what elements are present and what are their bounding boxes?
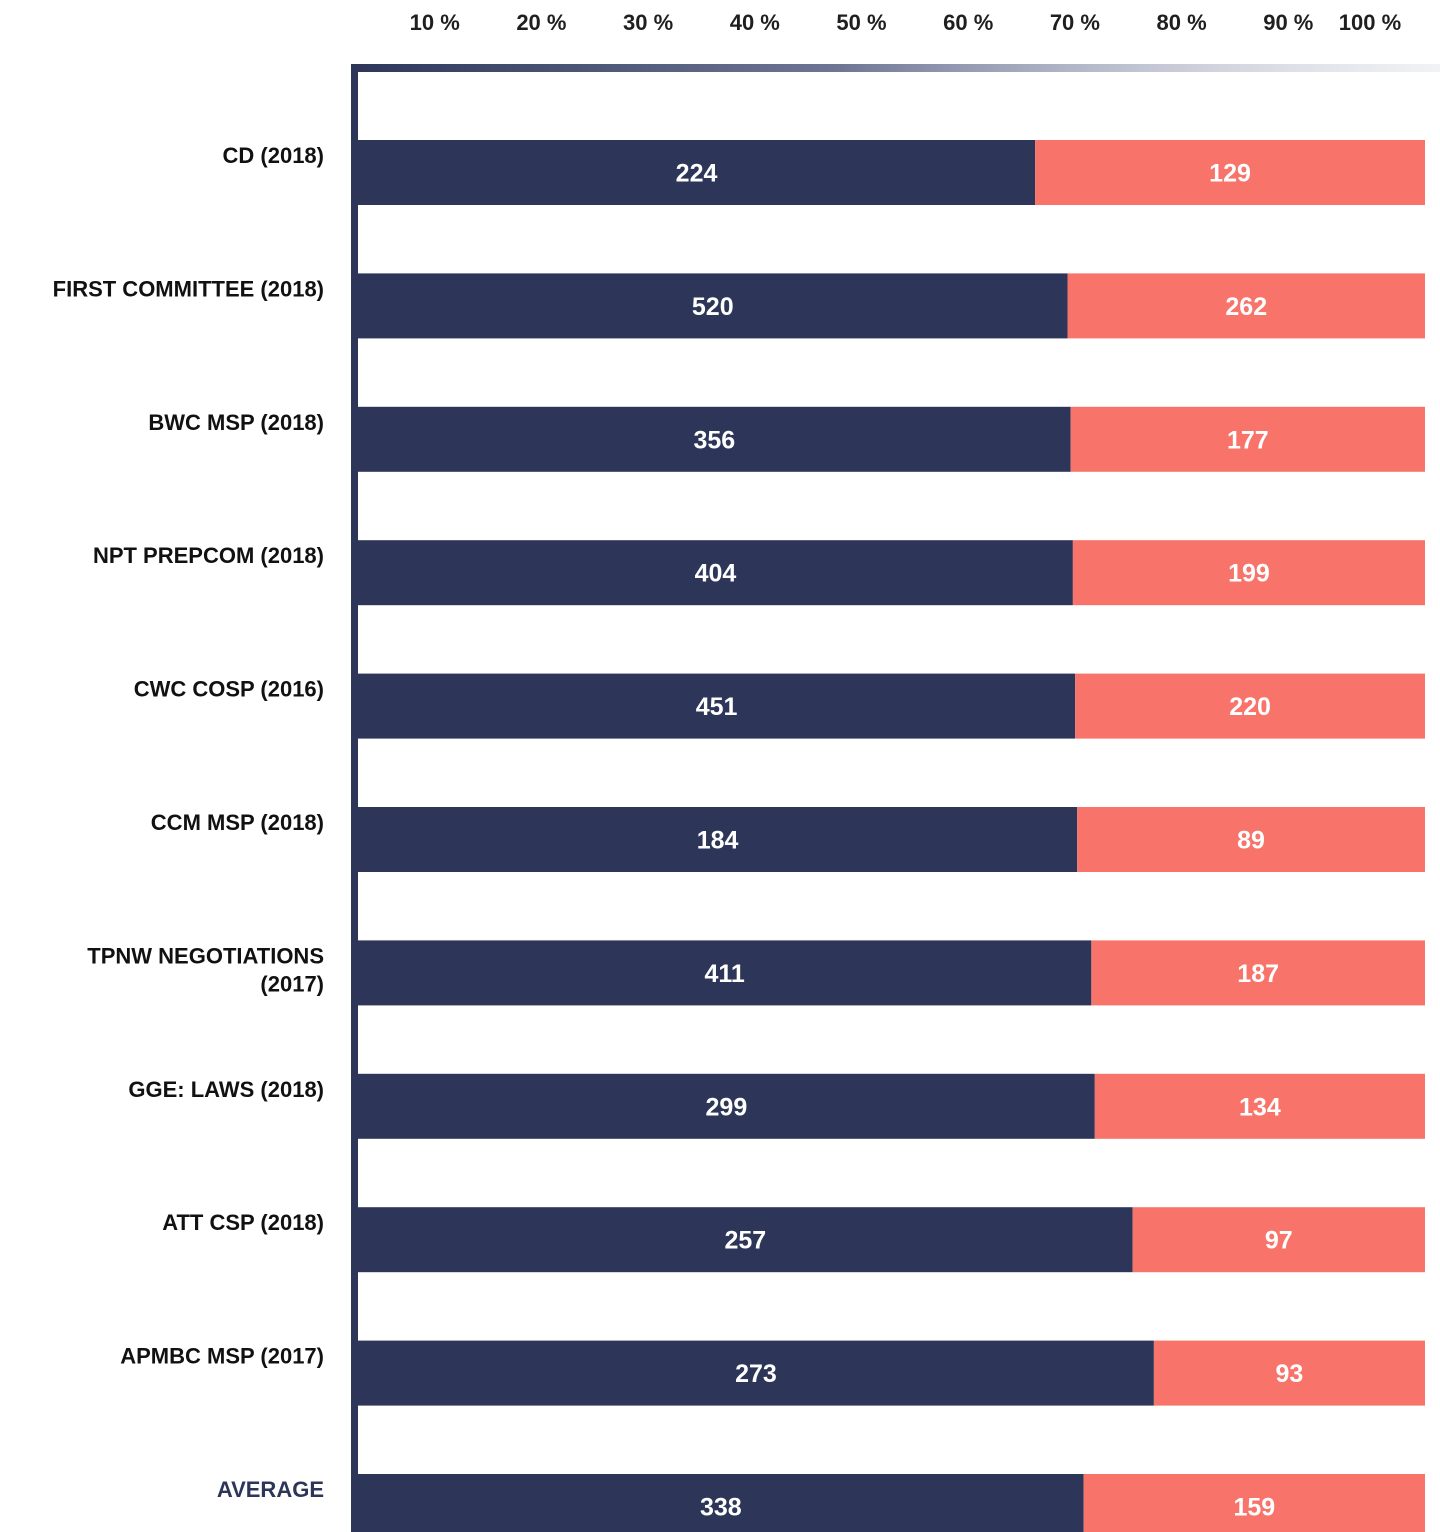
x-tick-label: 70 % bbox=[1050, 10, 1100, 35]
bar-value-label: 520 bbox=[692, 293, 734, 321]
bar-segment-dark bbox=[358, 406, 1071, 472]
bar-value-label: 356 bbox=[693, 426, 735, 454]
bar-value-label: 159 bbox=[1233, 1494, 1275, 1522]
bar-segment-dark bbox=[358, 1474, 1084, 1532]
bar-value-label: 184 bbox=[697, 827, 739, 855]
bar-segment-coral bbox=[1132, 1207, 1425, 1273]
bar-row bbox=[358, 1207, 1425, 1273]
bar-row bbox=[358, 406, 1425, 472]
category-label-line: BWC MSP (2018) bbox=[148, 410, 324, 435]
category-label: GGE: LAWS (2018) bbox=[128, 1077, 324, 1102]
bar-segment-dark bbox=[358, 940, 1092, 1006]
bar-segment-dark bbox=[358, 140, 1036, 205]
bar-segment-coral bbox=[1091, 940, 1425, 1006]
bar-segment-coral bbox=[1067, 273, 1425, 339]
bar-value-label: 134 bbox=[1239, 1093, 1281, 1121]
category-label: AVERAGE bbox=[217, 1477, 324, 1502]
category-label-line: (2017) bbox=[260, 971, 324, 996]
bar-row bbox=[358, 140, 1425, 205]
bar-row bbox=[358, 273, 1425, 339]
bar-value-label: 224 bbox=[676, 160, 718, 188]
bar-segment-dark bbox=[358, 540, 1073, 606]
category-label: ATT CSP (2018) bbox=[162, 1210, 324, 1235]
bar-row bbox=[358, 1073, 1425, 1139]
bar-value-label: 177 bbox=[1227, 426, 1269, 454]
category-label: TPNW NEGOTIATIONS (2017) bbox=[87, 943, 324, 996]
category-label-line: CD (2018) bbox=[223, 143, 324, 168]
x-tick-label: 60 % bbox=[943, 10, 993, 35]
bar-segment-dark bbox=[358, 1340, 1154, 1406]
bar-row bbox=[358, 1340, 1425, 1406]
bar-value-label: 451 bbox=[696, 693, 738, 721]
bar-value-label: 273 bbox=[735, 1360, 777, 1388]
bar-row bbox=[358, 540, 1425, 606]
x-tick-label: 40 % bbox=[730, 10, 780, 35]
category-label-line: GGE: LAWS (2018) bbox=[128, 1077, 324, 1102]
bar-segment-dark bbox=[358, 673, 1076, 739]
bar-value-label: 257 bbox=[724, 1227, 766, 1255]
bar-row bbox=[358, 673, 1425, 739]
bar-segment-coral bbox=[1094, 1073, 1425, 1139]
y-axis-line bbox=[351, 64, 358, 1532]
x-tick-label: 50 % bbox=[836, 10, 886, 35]
bar-segment-coral bbox=[1075, 673, 1425, 739]
x-tick-label: 90 % bbox=[1263, 10, 1313, 35]
bar-value-label: 220 bbox=[1229, 693, 1271, 721]
category-label-line: APMBC MSP (2017) bbox=[120, 1344, 324, 1369]
category-label-line: ATT CSP (2018) bbox=[162, 1210, 324, 1235]
bar-value-label: 411 bbox=[704, 960, 744, 988]
bar-value-label: 338 bbox=[700, 1494, 742, 1522]
category-label-line: TPNW NEGOTIATIONS bbox=[87, 943, 324, 968]
category-label: APMBC MSP (2017) bbox=[120, 1344, 324, 1369]
bar-segment-coral bbox=[1072, 540, 1425, 606]
bar-value-label: 187 bbox=[1237, 960, 1279, 988]
category-label-line: CCM MSP (2018) bbox=[151, 810, 324, 835]
category-label: CWC COSP (2016) bbox=[134, 677, 324, 702]
category-label-line: AVERAGE bbox=[217, 1477, 324, 1502]
bar-value-label: 89 bbox=[1237, 827, 1265, 855]
bar-segment-dark bbox=[358, 273, 1068, 339]
category-label-line: NPT PREPCOM (2018) bbox=[93, 543, 324, 568]
bar-row bbox=[358, 807, 1425, 872]
bar-value-label: 129 bbox=[1209, 160, 1251, 188]
category-label: CCM MSP (2018) bbox=[151, 810, 324, 835]
bar-value-label: 299 bbox=[706, 1093, 748, 1121]
x-axis-top-band bbox=[351, 64, 1440, 72]
bar-row bbox=[358, 940, 1425, 1006]
bar-segment-dark bbox=[358, 1073, 1095, 1139]
bar-row bbox=[358, 1474, 1425, 1532]
bar-value-label: 262 bbox=[1225, 293, 1267, 321]
bar-segment-coral bbox=[1083, 1474, 1425, 1532]
category-label-line: FIRST COMMITTEE (2018) bbox=[53, 276, 324, 301]
category-label-line: CWC COSP (2016) bbox=[134, 677, 324, 702]
bar-segment-coral bbox=[1077, 807, 1425, 872]
x-tick-label: 100 % bbox=[1339, 10, 1401, 35]
bar-value-label: 93 bbox=[1276, 1360, 1304, 1388]
x-tick-label: 20 % bbox=[516, 10, 566, 35]
category-label: BWC MSP (2018) bbox=[148, 410, 324, 435]
x-tick-label: 30 % bbox=[623, 10, 673, 35]
category-label: CD (2018) bbox=[223, 143, 324, 168]
bar-segment-coral bbox=[1070, 406, 1425, 472]
bar-value-label: 199 bbox=[1228, 560, 1270, 588]
bar-segment-dark bbox=[358, 807, 1078, 872]
category-label: NPT PREPCOM (2018) bbox=[93, 543, 324, 568]
x-tick-label: 10 % bbox=[410, 10, 460, 35]
bar-value-label: 404 bbox=[695, 560, 737, 588]
bar-segment-coral bbox=[1035, 140, 1425, 205]
bar-segment-dark bbox=[358, 1207, 1133, 1273]
x-tick-label: 80 % bbox=[1157, 10, 1207, 35]
bar-value-label: 97 bbox=[1265, 1227, 1293, 1255]
category-label: FIRST COMMITTEE (2018) bbox=[53, 276, 324, 301]
bar-segment-coral bbox=[1153, 1340, 1425, 1406]
